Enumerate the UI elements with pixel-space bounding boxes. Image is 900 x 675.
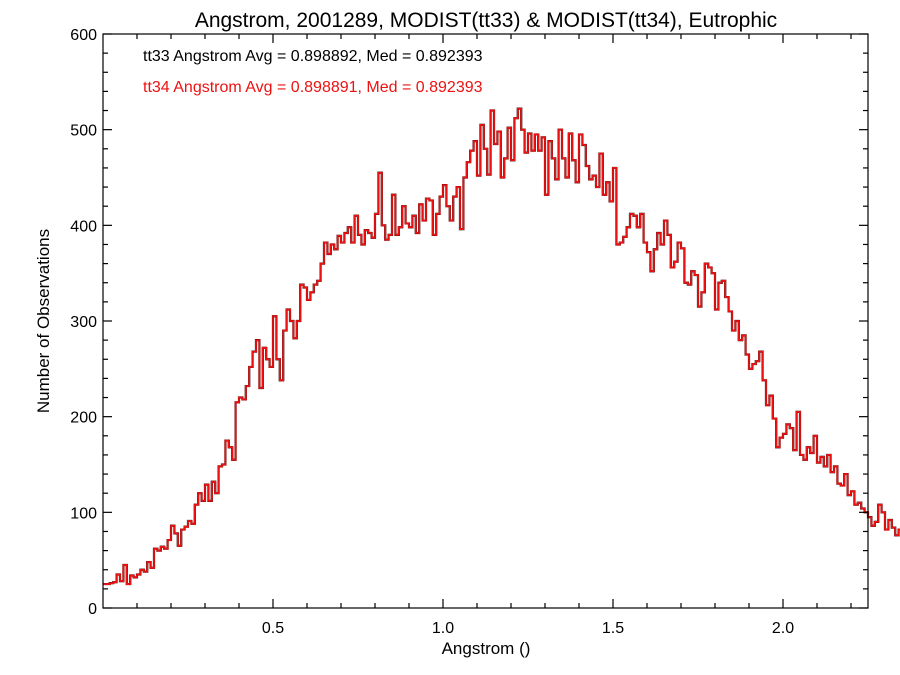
y-tick-label: 200 (70, 410, 97, 427)
y-tick-label: 400 (70, 218, 97, 235)
series-line-tt34 (103, 107, 900, 585)
y-tick-label: 100 (70, 505, 97, 522)
x-tick-label: 2.0 (772, 620, 794, 637)
x-axis: 0.5 1.0 1.5 2.0 (136, 34, 852, 637)
annotation-tt33-stats: tt33 Angstrom Avg = 0.898892, Med = 0.89… (143, 48, 483, 65)
plot-area: 0.5 1.0 1.5 2.0 0 100 200 300 400 500 600 (70, 27, 900, 637)
x-axis-label: Angstrom () (442, 639, 531, 658)
y-axis: 0 100 200 300 400 500 600 (70, 27, 868, 618)
y-tick-label: 600 (70, 27, 97, 44)
x-tick-label: 1.5 (602, 620, 624, 637)
x-tick-label: 0.5 (262, 620, 284, 637)
y-tick-label: 500 (70, 123, 97, 140)
plot-frame (102, 33, 869, 609)
x-tick-label: 1.0 (432, 620, 454, 637)
y-axis-label: Number of Observations (34, 229, 53, 413)
y-tick-label: 300 (70, 314, 97, 331)
series-line-tt33 (103, 107, 900, 586)
annotation-tt34-stats: tt34 Angstrom Avg = 0.898891, Med = 0.89… (143, 79, 483, 96)
y-tick-label: 0 (88, 601, 97, 618)
chart-title: Angstrom, 2001289, MODIST(tt33) & MODIST… (195, 9, 777, 32)
